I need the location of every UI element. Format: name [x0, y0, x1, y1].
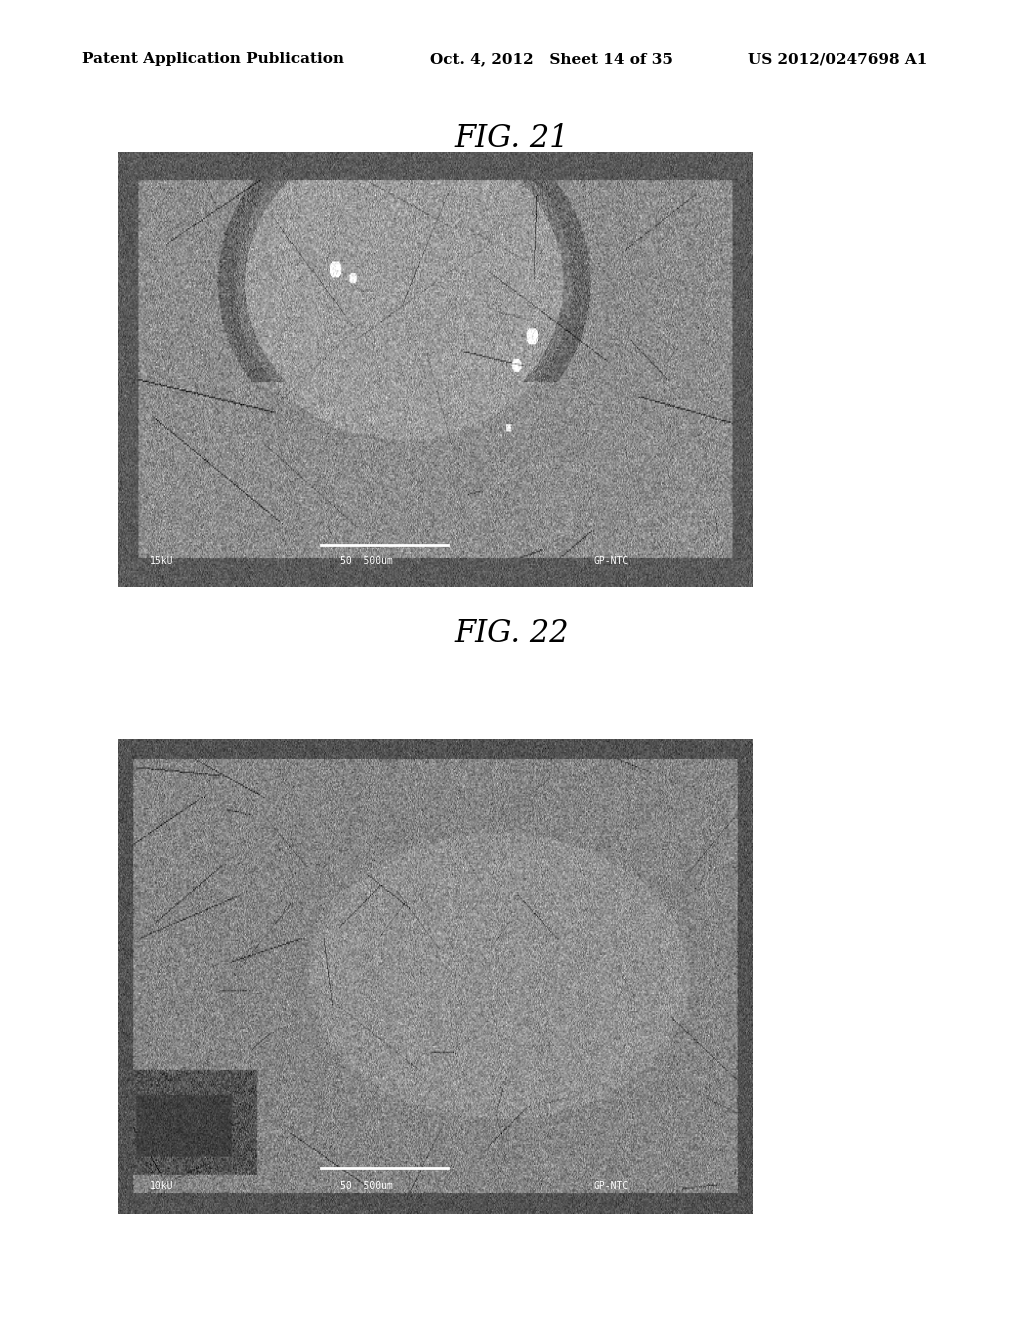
Text: FIG. 22: FIG. 22: [455, 618, 569, 649]
Text: 15kU: 15kU: [150, 556, 173, 566]
Text: 50  500um: 50 500um: [340, 556, 393, 566]
Text: Oct. 4, 2012   Sheet 14 of 35: Oct. 4, 2012 Sheet 14 of 35: [430, 53, 673, 66]
Text: GP-NTC: GP-NTC: [594, 556, 629, 566]
Text: FIG. 21: FIG. 21: [455, 123, 569, 154]
Text: 50  500um: 50 500um: [340, 1181, 393, 1191]
Text: US 2012/0247698 A1: US 2012/0247698 A1: [748, 53, 927, 66]
Text: 10kU: 10kU: [150, 1181, 173, 1191]
Text: GP-NTC: GP-NTC: [594, 1181, 629, 1191]
Text: Patent Application Publication: Patent Application Publication: [82, 53, 344, 66]
